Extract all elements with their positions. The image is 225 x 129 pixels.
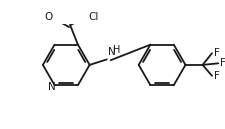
Text: N: N xyxy=(47,82,55,92)
Text: Cl: Cl xyxy=(88,12,98,22)
Text: O: O xyxy=(45,12,53,22)
Text: F: F xyxy=(219,58,225,68)
Text: H: H xyxy=(112,45,120,55)
Text: N: N xyxy=(107,47,115,57)
Text: F: F xyxy=(213,48,218,58)
Text: F: F xyxy=(213,71,218,81)
